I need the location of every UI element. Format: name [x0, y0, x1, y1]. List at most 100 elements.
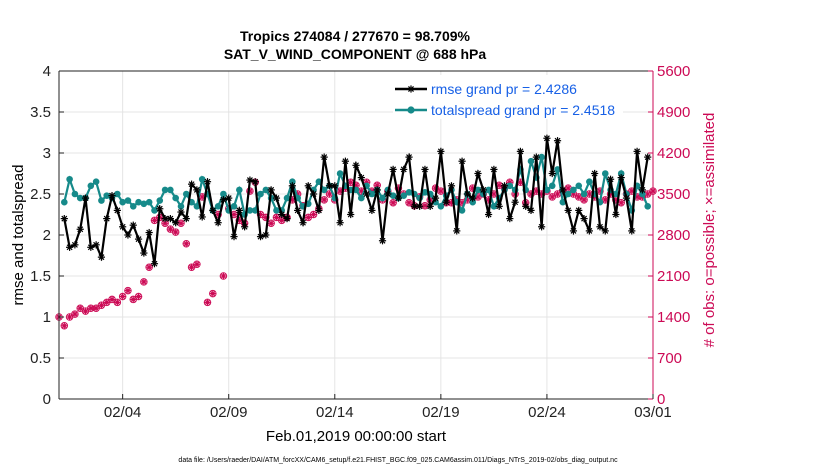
rmse-point-stroke: [395, 195, 402, 202]
rmse-point-stroke: [363, 191, 370, 197]
rmse-point-stroke: [315, 207, 322, 214]
rmse-point-stroke: [231, 233, 237, 240]
rmse-point-stroke: [178, 209, 184, 216]
obs-assimilated-point: [347, 179, 354, 186]
rmse-point: [97, 253, 106, 261]
obs-assimilated-point-stroke: [438, 188, 444, 194]
y-tick-label: 1: [43, 309, 51, 326]
totalspread-point: [421, 189, 429, 196]
rmse-point-stroke: [411, 203, 418, 210]
rmse-point: [442, 198, 450, 206]
totalspread-point: [257, 190, 264, 198]
totalspread-point: [273, 207, 280, 214]
obs-assimilated-point: [61, 322, 68, 329]
obs-assimilated-point: [278, 217, 285, 224]
rmse-point-stroke: [109, 192, 116, 199]
rmse-series: [60, 134, 652, 268]
rmse-point: [633, 147, 641, 155]
rmse-point: [347, 210, 355, 219]
rmse-point-stroke: [528, 207, 534, 214]
totalspread-point: [161, 186, 169, 194]
rmse-point-stroke: [453, 227, 460, 234]
rmse-point: [140, 249, 148, 257]
obs-assimilated-point: [586, 191, 593, 197]
rmse-point-stroke: [156, 205, 163, 212]
totalspread-point: [458, 207, 466, 214]
rmse-point: [389, 165, 397, 173]
y-right-tick-label: 5600: [657, 63, 690, 80]
obs-assimilated-point-stroke: [178, 220, 184, 226]
obs-assimilated-point-stroke: [189, 264, 195, 270]
obs-assimilated-point: [581, 196, 588, 203]
rmse-point-stroke: [384, 191, 391, 197]
rmse-point: [272, 194, 281, 202]
rmse-point: [66, 243, 74, 251]
rmse-point: [299, 219, 307, 227]
obs-assimilated-point-stroke: [231, 211, 237, 218]
rmse-point-stroke: [374, 186, 381, 193]
rmse-point-stroke: [596, 223, 603, 230]
obs-assimilated-point: [151, 217, 158, 224]
y-axis-label: rmse and totalspread: [10, 165, 27, 306]
rmse-point: [103, 215, 111, 223]
rmse-point-stroke: [103, 215, 110, 222]
rmse-point: [591, 169, 599, 178]
obs-possible-point: [203, 298, 212, 307]
obs-assimilated-point-stroke: [348, 179, 354, 185]
totalspread-point: [437, 203, 445, 210]
totalspread-point: [336, 170, 344, 177]
rmse-point-stroke: [496, 203, 503, 210]
obs-assimilated-point-stroke: [136, 293, 142, 300]
rmse-point: [166, 215, 174, 223]
rmse-point-stroke: [278, 211, 285, 218]
totalspread-point: [262, 186, 270, 194]
obs-possible-point: [171, 228, 180, 236]
rmse-point: [479, 186, 487, 194]
rmse-point: [405, 153, 413, 161]
rmse-point: [336, 219, 344, 227]
rmse-point: [113, 206, 121, 214]
rmse-point-stroke: [538, 223, 545, 230]
rmse-point: [108, 192, 116, 200]
rmse-point-stroke: [236, 207, 243, 214]
rmse-point: [373, 186, 381, 194]
chart-subtitle: SAT_V_WIND_COMPONENT @ 688 hPa: [224, 46, 487, 62]
obs-possible-point: [209, 289, 217, 298]
totalspread-point: [66, 175, 73, 183]
totalspread-point: [230, 203, 238, 210]
obs-assimilated-point-stroke: [475, 194, 481, 200]
rmse-point-stroke: [252, 178, 259, 185]
obs-assimilated-point-stroke: [554, 191, 561, 197]
rmse-point: [447, 182, 456, 190]
obs-assimilated-point: [193, 261, 200, 268]
totalspread-point: [156, 197, 164, 204]
rmse-point-stroke: [146, 229, 153, 236]
rmse-point-stroke: [612, 211, 619, 218]
y-tick-label: 3.5: [30, 104, 51, 121]
rmse-point: [484, 210, 493, 219]
rmse-point: [511, 198, 519, 206]
rmse-point-stroke: [628, 227, 635, 234]
totalspread-point: [71, 190, 79, 198]
rmse-point-stroke: [618, 174, 625, 181]
rmse-point-stroke: [188, 181, 195, 188]
rmse-point-stroke: [337, 219, 344, 226]
obs-assimilated-point-stroke: [565, 185, 571, 191]
rmse-point-stroke: [114, 207, 121, 214]
rmse-point-stroke: [448, 182, 455, 189]
obs-assimilated-point: [135, 293, 142, 300]
obs-assimilated-point-stroke: [199, 194, 205, 200]
x-axis-label: Feb.01,2019 00:00:00 start: [266, 428, 447, 445]
obs-assimilated-point-stroke: [220, 273, 226, 279]
obs-assimilated-point: [406, 199, 413, 206]
obs-assimilated-point-stroke: [162, 220, 168, 226]
totalspread-point: [601, 170, 609, 177]
rmse-point: [230, 233, 238, 241]
totalspread-point: [644, 203, 651, 210]
rmse-point: [538, 223, 546, 231]
rmse-point: [564, 206, 572, 214]
rmse-point-stroke: [172, 219, 179, 226]
rmse-point-stroke: [124, 232, 131, 238]
rmse-point: [124, 231, 132, 239]
obs-assimilated-point-stroke: [146, 264, 152, 270]
